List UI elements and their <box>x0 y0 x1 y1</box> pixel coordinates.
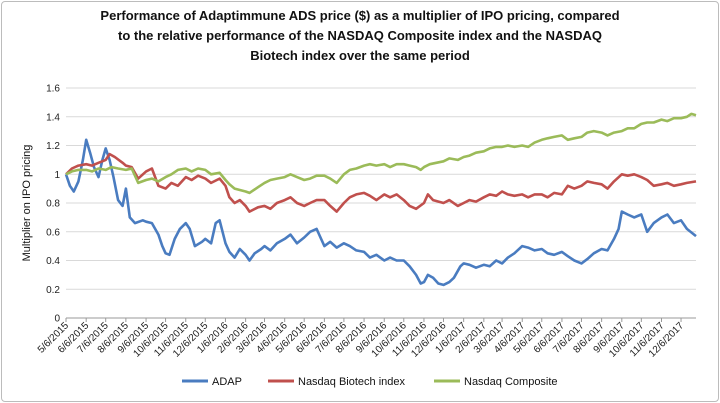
y-tick-label: 1.4 <box>46 112 60 123</box>
grid-lines <box>66 87 696 319</box>
y-tick-label: 1.2 <box>46 141 60 152</box>
y-tick-label: 0.6 <box>46 227 60 238</box>
y-tick-label: 0 <box>54 314 60 325</box>
y-tick-label: 1 <box>54 170 60 181</box>
y-axis-label: Multiplier on IPO pricing <box>21 145 33 262</box>
legend-label-adap: ADAP <box>212 376 242 388</box>
x-tick-labels: 5/6/20156/6/20157/6/20158/6/20159/6/2015… <box>36 318 686 360</box>
series-line-adap <box>64 138 697 287</box>
legend-label-nasdaq-composite: Nasdaq Composite <box>464 376 558 388</box>
y-tick-label: 1.6 <box>46 84 60 95</box>
y-tick-labels: 0 0.2 0.4 0.6 0.8 1 1.2 1.4 1.6 <box>46 84 60 325</box>
series-line-nasdaq-biotech-index <box>65 152 697 213</box>
chart-title: Performance of Adaptimmune ADS price ($)… <box>60 6 660 66</box>
chart-title-line-1: Performance of Adaptimmune ADS price ($)… <box>100 8 620 23</box>
legend: ADAP Nasdaq Biotech index Nasdaq Composite <box>182 376 558 388</box>
series-lines <box>64 112 697 287</box>
y-tick-label: 0.4 <box>46 256 60 267</box>
legend-label-nasdaq-biotech-index: Nasdaq Biotech index <box>298 376 406 388</box>
chart-title-line-3: Biotech index over the same period <box>250 48 470 63</box>
y-tick-label: 0.2 <box>46 285 60 296</box>
series-line-nasdaq-composite <box>65 112 697 195</box>
y-tick-label: 0.8 <box>46 199 60 210</box>
chart-title-line-2: to the relative performance of the NASDA… <box>118 28 602 43</box>
